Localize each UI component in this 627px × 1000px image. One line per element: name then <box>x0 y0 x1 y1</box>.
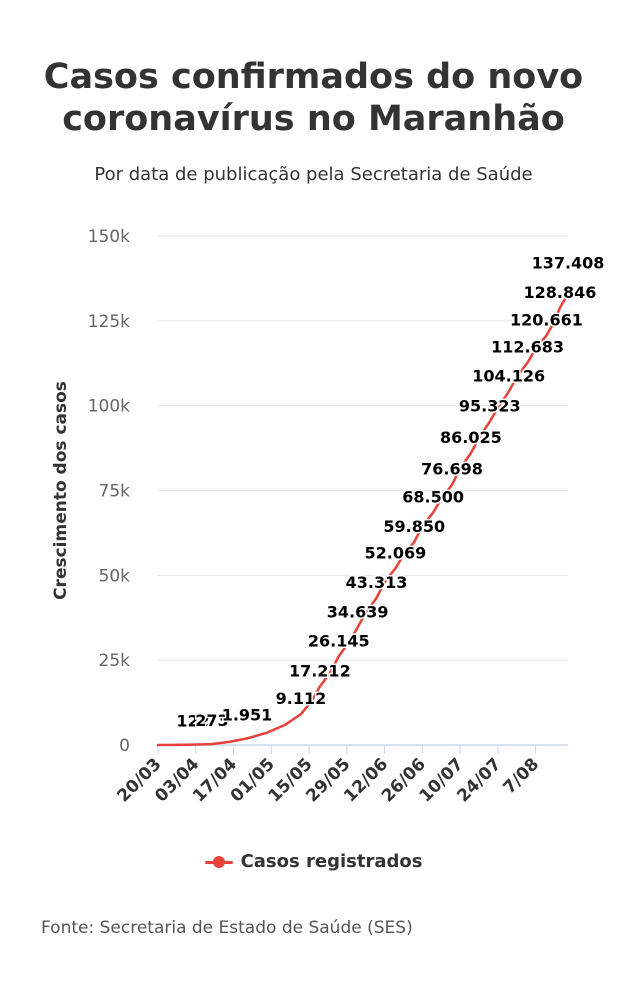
y-tick-label: 150k <box>88 227 130 247</box>
y-tick-label: 25k <box>99 651 131 671</box>
y-tick-label: 100k <box>88 397 130 417</box>
data-label: 122 <box>176 712 209 731</box>
series-line <box>156 292 570 747</box>
data-label: 86.025 <box>440 428 502 447</box>
y-axis-title: Crescimento dos casos <box>51 381 71 600</box>
data-label: 112.683 <box>491 338 564 357</box>
y-tick-label: 50k <box>99 566 131 586</box>
y-tick-label: 75k <box>99 482 131 502</box>
data-label: 137.408 <box>532 254 605 273</box>
data-label: 68.500 <box>402 488 464 507</box>
x-tick-label: 7/08 <box>500 754 544 798</box>
y-tick-label: 125k <box>88 312 130 332</box>
line-chart: 025k50k75k100k125k150k20/0303/0417/0401/… <box>51 227 606 806</box>
data-label: 59.850 <box>383 517 445 536</box>
data-label: 120.661 <box>510 311 583 330</box>
source-note: Fonte: Secretaria de Estado de Saúde (SE… <box>41 918 413 938</box>
data-label: 9.112 <box>276 689 327 708</box>
data-label: 52.069 <box>364 543 426 562</box>
legend-line-marker-icon <box>204 855 233 869</box>
data-label: 273 <box>195 711 228 730</box>
y-tick-label: 0 <box>119 736 130 756</box>
data-label: 104.126 <box>472 367 545 386</box>
data-label: 26.145 <box>308 631 370 650</box>
data-label: 95.323 <box>459 397 521 416</box>
legend-label: Casos registrados <box>240 851 423 872</box>
data-label: 1.951 <box>222 705 273 724</box>
data-label: 76.698 <box>421 460 483 479</box>
chart-title: Casos confirmados do novo coronavírus no… <box>43 57 584 139</box>
data-label: 17.212 <box>289 662 351 681</box>
data-label: 128.846 <box>523 283 596 302</box>
legend-item-casos-registrados[interactable]: Casos registrados <box>0 851 627 872</box>
chart-subtitle: Por data de publicação pela Secretaria d… <box>94 164 533 185</box>
data-label: 34.639 <box>327 602 389 621</box>
data-label: 43.313 <box>346 573 408 592</box>
